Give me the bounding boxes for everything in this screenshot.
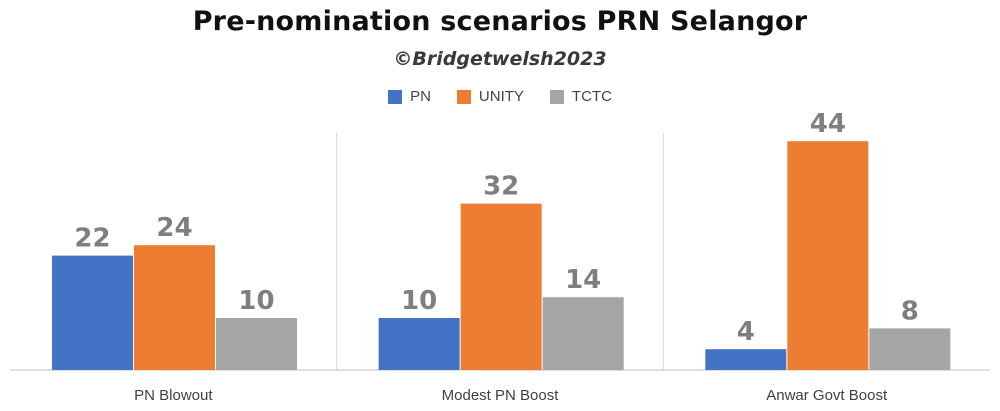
category-label: PN Blowout (134, 387, 213, 404)
data-label: 8 (901, 296, 919, 326)
data-label: 4 (737, 317, 755, 347)
bar-tctc-2 (542, 297, 624, 370)
bar-tctc-3 (869, 328, 951, 370)
legend-label-unity: UNITY (478, 88, 524, 105)
bar-unity-2 (460, 203, 542, 370)
chart-title: Pre-nomination scenarios PRN Selangor (192, 6, 808, 37)
bar-pn-3 (705, 349, 787, 370)
data-label: 10 (238, 286, 274, 316)
data-label: 24 (156, 213, 192, 243)
legend-label-pn: PN (410, 88, 431, 105)
chart-legend: PN UNITY TCTC (0, 88, 1000, 105)
legend-swatch-tctc (549, 89, 564, 104)
bar-pn-2 (378, 318, 460, 370)
legend-swatch-pn (388, 89, 403, 104)
data-label: 10 (401, 286, 437, 316)
data-label: 14 (565, 265, 601, 295)
data-label: 32 (483, 172, 519, 202)
bar-unity-1 (134, 245, 215, 370)
bar-pn-1 (52, 255, 133, 370)
data-label: 22 (74, 224, 110, 254)
bar-unity-3 (787, 141, 869, 370)
chart-subtitle: ©Bridgetwelsh2023 (393, 48, 607, 70)
legend-item-tctc: TCTC (549, 88, 612, 105)
legend-swatch-unity (456, 89, 471, 104)
legend-item-pn: PN (388, 88, 431, 105)
bar-tctc-1 (216, 318, 297, 370)
legend-label-tctc: TCTC (571, 88, 612, 105)
data-label: 44 (810, 109, 846, 139)
category-label: Modest PN Boost (442, 387, 560, 404)
legend-item-unity: UNITY (456, 88, 524, 105)
category-label: Anwar Govt Boost (766, 387, 888, 404)
